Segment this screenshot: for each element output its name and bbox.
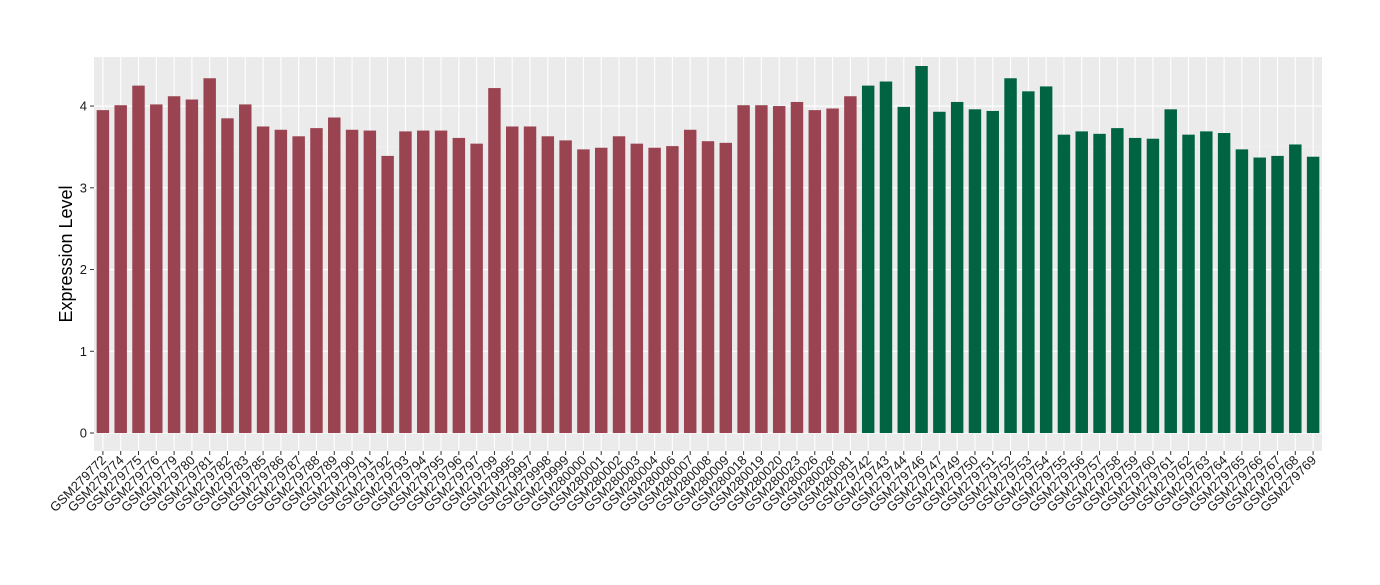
bar-GSM279769 [1306, 156, 1320, 434]
bar-GSM279790 [345, 129, 359, 434]
bar-GSM279755 [1057, 134, 1071, 434]
bar-GSM280018 [737, 105, 750, 434]
bar-GSM279749 [950, 101, 964, 434]
bar-GSM279762 [1182, 134, 1195, 434]
bar-GSM280009 [719, 142, 733, 434]
bar-GSM279743 [879, 81, 893, 434]
bar-GSM279791 [363, 130, 377, 434]
bar-GSM279760 [1146, 138, 1160, 434]
bar-GSM280019 [755, 105, 768, 434]
bar-GSM280020 [772, 106, 786, 434]
bar-GSM279794 [417, 130, 430, 434]
bar-GSM279787 [292, 136, 305, 434]
bar-GSM279763 [1200, 131, 1213, 434]
bar-GSM280008 [701, 141, 715, 434]
bar-GSM279785 [256, 126, 270, 434]
bar-GSM279780 [185, 99, 199, 434]
bar-GSM280081 [844, 96, 857, 434]
bar-GSM279775 [132, 85, 145, 434]
bar-GSM280003 [630, 143, 644, 434]
bar-GSM279797 [470, 143, 483, 434]
bar-GSM280028 [826, 108, 839, 434]
bar-GSM279754 [1039, 86, 1053, 434]
bar-GSM279998 [541, 136, 555, 434]
y-tick-label: 0 [80, 426, 87, 441]
bar-GSM279744 [897, 106, 910, 434]
bar-GSM279750 [968, 109, 982, 434]
bar-GSM279795 [434, 130, 448, 434]
bar-GSM279759 [1128, 137, 1142, 434]
bar-GSM279766 [1253, 157, 1266, 434]
bar-GSM279997 [523, 126, 537, 434]
bar-GSM279788 [310, 128, 323, 434]
bar-GSM279768 [1289, 144, 1302, 434]
bar-GSM279782 [221, 118, 234, 434]
bar-GSM279757 [1093, 133, 1106, 434]
bar-GSM280007 [683, 129, 697, 434]
bar-GSM279758 [1111, 128, 1124, 434]
y-tick-label: 1 [80, 344, 87, 359]
x-axis: GSM279772GSM279774GSM279775GSM279776GSM2… [47, 451, 1319, 515]
bar-GSM279747 [933, 111, 946, 434]
bar-GSM279999 [559, 140, 572, 434]
bar-GSM279765 [1235, 149, 1249, 434]
bar-GSM279767 [1271, 155, 1284, 434]
bar-GSM280026 [808, 110, 822, 434]
bar-GSM280002 [612, 136, 626, 434]
bar-GSM279742 [861, 85, 875, 434]
bar-GSM279781 [203, 78, 216, 434]
bar-GSM279761 [1164, 109, 1177, 434]
bar-GSM279753 [1022, 91, 1035, 434]
bar-GSM279772 [96, 110, 110, 434]
bar-GSM280023 [790, 101, 804, 434]
bar-GSM279792 [381, 155, 394, 434]
bar-GSM279783 [239, 104, 252, 434]
bars [96, 65, 1320, 434]
bar-GSM279789 [328, 117, 341, 434]
bar-GSM279776 [150, 104, 163, 434]
bar-GSM279799 [488, 88, 501, 434]
bar-GSM279793 [399, 131, 412, 434]
bar-GSM279774 [114, 105, 127, 434]
bar-GSM279764 [1217, 133, 1231, 434]
y-tick-label: 2 [80, 262, 87, 277]
bar-GSM279746 [915, 65, 928, 434]
bar-GSM280006 [666, 146, 679, 434]
y-axis: 0 1 2 3 4 [80, 99, 94, 441]
bar-GSM280000 [577, 149, 590, 434]
bar-GSM279751 [986, 110, 999, 434]
bar-GSM280001 [594, 147, 608, 434]
y-axis-title: Expression Level [56, 185, 76, 322]
bar-GSM280004 [648, 147, 661, 434]
y-tick-label: 4 [80, 99, 87, 114]
bar-GSM279796 [452, 137, 466, 434]
y-tick-label: 3 [80, 180, 87, 195]
bar-GSM279752 [1004, 78, 1017, 434]
bar-GSM279995 [506, 126, 519, 434]
bar-GSM279786 [274, 129, 288, 434]
bar-GSM279756 [1075, 131, 1088, 434]
bar-GSM279779 [167, 96, 181, 434]
